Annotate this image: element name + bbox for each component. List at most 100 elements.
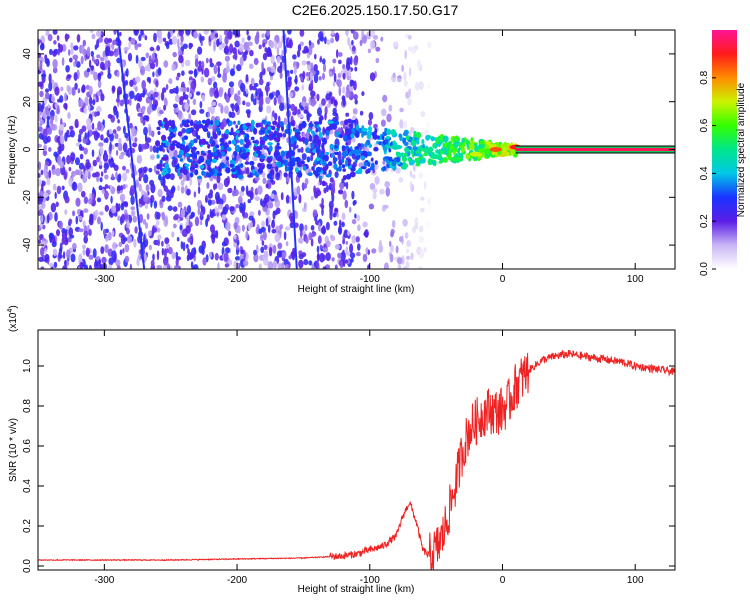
spectrogram-x-label: Height of straight line (km) bbox=[298, 284, 415, 295]
heatmap-cell bbox=[149, 145, 153, 153]
heatmap-cell bbox=[115, 98, 121, 103]
heatmap-cell bbox=[61, 185, 65, 191]
heatmap-cell bbox=[171, 251, 176, 260]
heatmap-cell bbox=[315, 161, 319, 166]
x-tick-label: -200 bbox=[227, 274, 247, 285]
heatmap-cell bbox=[227, 30, 233, 40]
heatmap-cell bbox=[188, 113, 192, 121]
heatmap-cell bbox=[347, 159, 351, 167]
heatmap-cell bbox=[423, 181, 427, 190]
heatmap-cell bbox=[104, 204, 110, 212]
heatmap-cell bbox=[285, 152, 289, 159]
heatmap-cell bbox=[333, 72, 337, 83]
heatmap-cell bbox=[179, 96, 185, 102]
heatmap-cell bbox=[56, 35, 60, 41]
heatmap-cell bbox=[255, 88, 258, 97]
heatmap-cell bbox=[207, 192, 213, 199]
snr-panel: -300 -200 -100 0 100 0.0 0.2 0.4 0.6 0.8 1.0 Heigh… bbox=[7, 305, 676, 595]
heatmap-cell bbox=[98, 160, 103, 166]
heatmap-cell bbox=[169, 173, 175, 181]
heatmap-cell bbox=[210, 101, 217, 107]
heatmap-cell bbox=[351, 39, 354, 46]
heatmap-cell bbox=[38, 198, 42, 205]
heatmap-cell bbox=[294, 128, 300, 133]
heatmap-cell bbox=[82, 249, 86, 256]
heatmap-cell bbox=[280, 96, 285, 103]
heatmap-cell bbox=[144, 65, 149, 72]
heatmap-cell bbox=[301, 153, 307, 161]
heatmap-cell bbox=[250, 186, 254, 193]
heatmap-cell bbox=[209, 62, 214, 68]
heatmap-cell bbox=[312, 149, 317, 154]
heatmap-ridge-point bbox=[430, 154, 443, 160]
heatmap-cell bbox=[210, 87, 215, 94]
heatmap-cell bbox=[261, 61, 264, 71]
heatmap-cell bbox=[130, 206, 135, 211]
heatmap-cell bbox=[136, 154, 143, 164]
heatmap-cell bbox=[97, 79, 102, 89]
heatmap-cell bbox=[264, 47, 268, 53]
heatmap-cell bbox=[390, 129, 397, 136]
heatmap-cell bbox=[254, 176, 260, 182]
heatmap-cell bbox=[64, 195, 70, 204]
heatmap-cell bbox=[368, 203, 375, 210]
colorbar-tick-label: 0.6 bbox=[699, 118, 710, 132]
heatmap-cell bbox=[261, 165, 265, 169]
heatmap-cell bbox=[122, 125, 126, 135]
heatmap-cell bbox=[395, 167, 402, 174]
heatmap-cell bbox=[485, 147, 491, 155]
spectrogram-y-label: Frequency (Hz) bbox=[7, 116, 18, 185]
heatmap-cell bbox=[333, 151, 340, 156]
heatmap-cell bbox=[180, 35, 184, 43]
heatmap-cell bbox=[367, 161, 371, 167]
heatmap-cell bbox=[406, 248, 409, 254]
heatmap-cell bbox=[415, 131, 422, 139]
heatmap-cell bbox=[184, 94, 189, 100]
heatmap-cell bbox=[181, 136, 185, 142]
heatmap-cell bbox=[193, 68, 198, 78]
heatmap-cell bbox=[261, 200, 266, 208]
y-tick-label: 0.0 bbox=[22, 559, 33, 573]
heatmap-cell bbox=[52, 236, 56, 245]
heatmap-cell bbox=[344, 128, 349, 133]
heatmap-cell bbox=[229, 86, 234, 95]
heatmap-cell bbox=[99, 263, 103, 269]
heatmap-cell bbox=[345, 142, 349, 146]
heatmap-cell bbox=[427, 197, 431, 205]
heatmap-cell bbox=[234, 256, 241, 261]
heatmap-cell bbox=[100, 246, 105, 255]
heatmap-cell bbox=[250, 221, 253, 228]
heatmap-cell bbox=[423, 147, 429, 154]
heatmap-cell bbox=[65, 236, 68, 243]
heatmap-cell bbox=[461, 137, 465, 144]
heatmap-cell bbox=[38, 81, 43, 87]
heatmap-cell bbox=[49, 262, 54, 268]
heatmap-cell bbox=[324, 106, 328, 115]
heatmap-cell bbox=[92, 159, 98, 167]
heatmap-cell bbox=[207, 106, 211, 113]
heatmap-cell bbox=[176, 237, 180, 242]
heatmap-cell bbox=[84, 132, 88, 140]
heatmap-cell bbox=[118, 137, 122, 145]
heatmap-cell bbox=[224, 55, 230, 62]
heatmap-cell bbox=[351, 219, 357, 225]
heatmap-cell bbox=[155, 170, 160, 175]
heatmap-cell bbox=[201, 94, 206, 102]
heatmap-cell bbox=[410, 252, 414, 261]
heatmap-cell bbox=[301, 121, 307, 128]
heatmap-cell bbox=[120, 202, 125, 211]
heatmap-cell bbox=[312, 209, 318, 218]
heatmap-cell bbox=[474, 145, 479, 152]
heatmap-cell bbox=[300, 106, 305, 111]
heatmap-cell bbox=[212, 133, 218, 140]
heatmap-cell bbox=[104, 184, 109, 189]
heatmap-cell bbox=[317, 181, 320, 187]
heatmap-cell bbox=[253, 98, 257, 106]
heatmap-cell bbox=[310, 130, 315, 134]
heatmap-cell bbox=[428, 146, 434, 153]
heatmap-cell bbox=[405, 255, 411, 260]
heatmap-cell bbox=[245, 122, 251, 127]
heatmap-cell bbox=[197, 175, 202, 180]
heatmap-cell bbox=[392, 41, 399, 47]
heatmap-cell bbox=[96, 95, 99, 103]
